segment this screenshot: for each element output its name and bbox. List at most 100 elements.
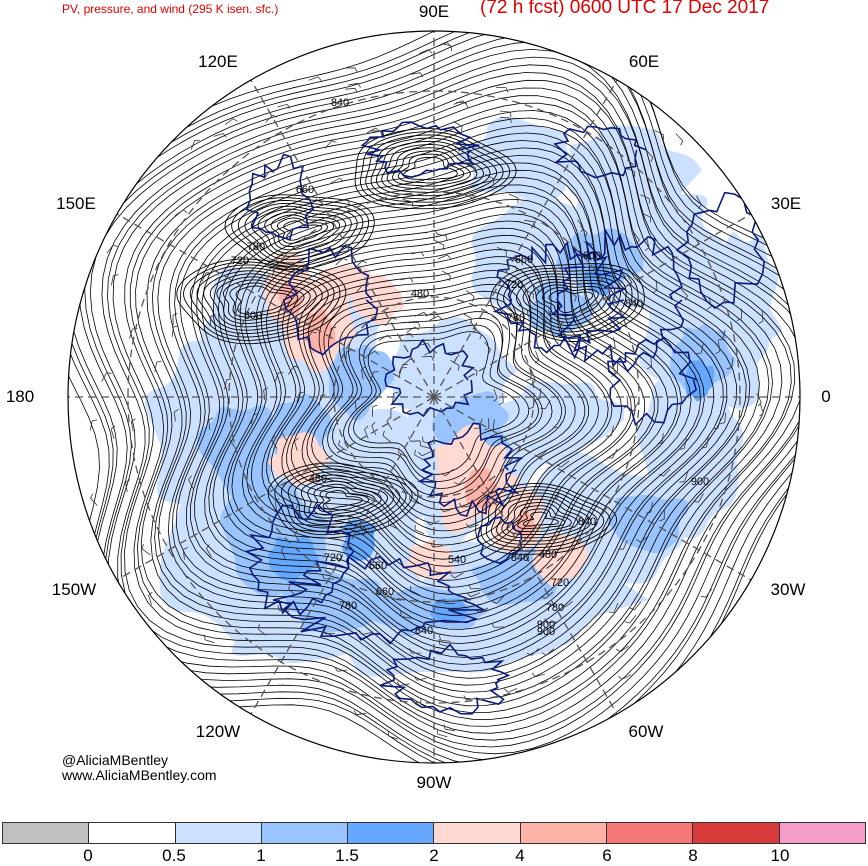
wind-barb (498, 392, 504, 406)
latitude-circle (333, 296, 535, 498)
wind-barb (130, 418, 136, 432)
wind-barb (424, 229, 439, 235)
wind-barb (277, 605, 290, 612)
isobar (231, 206, 659, 602)
isobar (511, 505, 572, 532)
isobar (276, 217, 329, 244)
wind-barb (413, 675, 427, 681)
wind-barb (337, 199, 351, 205)
wind-barb (759, 403, 764, 417)
wind-barb (419, 440, 431, 449)
wind-barb (106, 244, 118, 254)
wind-barb (174, 209, 188, 216)
wind-barb (173, 409, 179, 422)
wind-barb (443, 598, 456, 604)
wind-barb (453, 121, 463, 132)
isobar (171, 132, 737, 672)
wind-barb (500, 116, 512, 124)
wind-barb (715, 341, 721, 355)
wind-barb (414, 311, 428, 317)
meridian-line (433, 396, 752, 581)
wind-barb (274, 372, 284, 383)
wind-barb (345, 349, 352, 362)
wind-barb (365, 350, 379, 357)
wind-barb (364, 425, 369, 439)
wind-barb (277, 104, 291, 109)
wind-barb (101, 372, 112, 382)
isobar (151, 110, 760, 693)
wind-barb (308, 76, 322, 81)
lon-label-120e: 120E (198, 52, 238, 71)
wind-barb (447, 351, 460, 357)
contour-label: 480 (309, 473, 327, 485)
isobar (129, 87, 783, 713)
meridian-line (116, 396, 435, 581)
colorbar-swatch (693, 823, 780, 843)
wind-barb (531, 283, 540, 296)
lon-label-120w: 120W (195, 722, 241, 741)
isobar (266, 242, 623, 567)
pv-colorbar (2, 822, 866, 844)
wind-barb (417, 343, 431, 348)
wind-barb (363, 530, 372, 542)
wind-barb (491, 622, 504, 628)
wind-barb (544, 618, 558, 624)
wind-barb (224, 378, 232, 390)
wind-barb (463, 193, 474, 204)
wind-barb (756, 393, 762, 407)
wind-barb (90, 493, 98, 506)
wind-barb (438, 639, 450, 648)
wind-barb (360, 366, 366, 380)
wind-barb (322, 629, 336, 635)
isobar (300, 477, 388, 522)
wind-barb (466, 290, 475, 302)
wind-barb (580, 225, 588, 238)
wind-barb (717, 329, 726, 341)
pv-region (636, 377, 744, 539)
contour-label: 900 (691, 476, 709, 488)
isobar (490, 492, 598, 545)
wind-barb (206, 544, 212, 558)
isobar (294, 474, 395, 526)
coastline (553, 125, 648, 179)
wind-barb (758, 311, 764, 324)
isobar (343, 317, 540, 489)
wind-barb (425, 311, 439, 317)
wind-barb (473, 327, 482, 340)
wind-barb (275, 252, 288, 261)
wind-barb (348, 82, 361, 88)
contour-label: 660 (515, 254, 533, 266)
wind-barb (345, 67, 358, 73)
wind-barb (418, 451, 432, 457)
wind-barb (345, 87, 358, 93)
colorbar-swatch (434, 823, 521, 843)
wind-barb (644, 238, 650, 251)
isobar (283, 220, 323, 241)
wind-barb (524, 289, 534, 299)
isobar (185, 147, 724, 658)
wind-barb (441, 468, 454, 477)
isobar (522, 278, 616, 326)
isobar (203, 270, 323, 331)
meridian-line (250, 396, 435, 715)
wind-barb (89, 419, 98, 431)
wind-barb (583, 241, 594, 250)
wind-barb (265, 114, 278, 123)
wind-barb (453, 100, 467, 105)
isobar (542, 287, 599, 317)
wind-barb (610, 337, 616, 351)
wind-barb (645, 502, 653, 514)
colorbar-swatch (261, 823, 349, 843)
wind-barb (287, 365, 299, 375)
lon-label-150e: 150E (56, 194, 96, 213)
isobar (167, 125, 747, 679)
wind-barb (434, 240, 445, 251)
lon-label-0: 0 (821, 387, 831, 406)
isobar (529, 281, 610, 323)
isobar (548, 289, 594, 313)
isobar (318, 486, 370, 513)
wind-barb (675, 133, 684, 146)
colorbar-tick-label: 8 (688, 846, 698, 865)
contour-label: 600 (244, 310, 262, 322)
wind-barb (386, 417, 393, 431)
